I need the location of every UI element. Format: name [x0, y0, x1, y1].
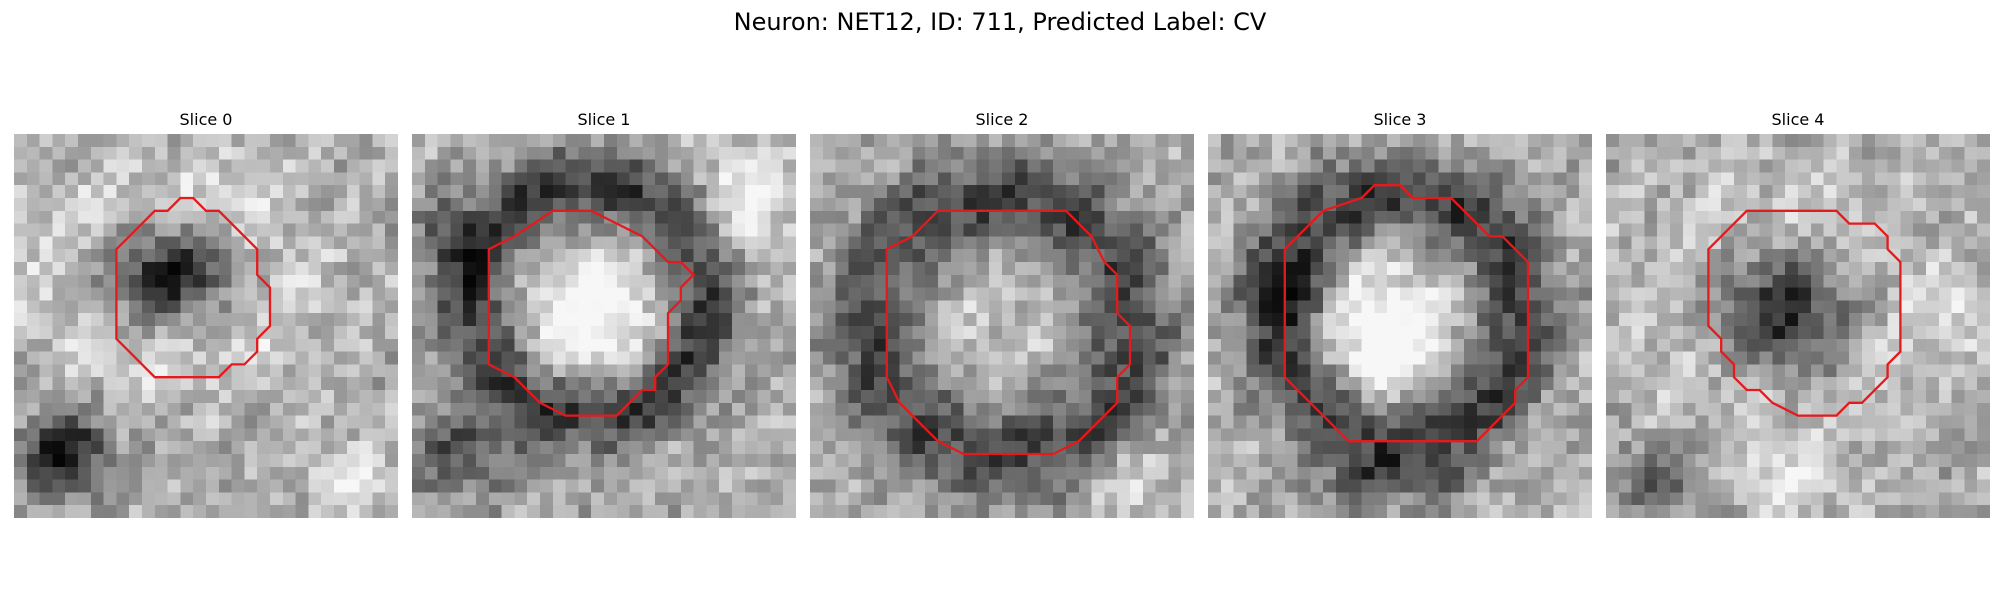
- cell-contour-4: [1707, 209, 1902, 417]
- figure-title: Neuron: NET12, ID: 711, Predicted Label:…: [733, 8, 1267, 36]
- slice-title-3: Slice 3: [1373, 110, 1427, 129]
- slice-image-1: [412, 134, 796, 518]
- slice-image-0: [14, 134, 398, 518]
- slice-panel-2: Slice 2: [810, 106, 1194, 518]
- cell-contour-2: [885, 209, 1132, 456]
- slice-title-1: Slice 1: [577, 110, 631, 129]
- slice-image-4: [1606, 134, 1990, 518]
- slice-title-0: Slice 0: [179, 110, 233, 129]
- cell-contour-3: [1283, 184, 1530, 443]
- slice-image-3: [1208, 134, 1592, 518]
- cell-contour-0: [115, 196, 272, 379]
- slice-panel-4: Slice 4: [1606, 106, 1990, 518]
- slice-panel-3: Slice 3: [1208, 106, 1592, 518]
- slice-panel-1: Slice 1: [412, 106, 796, 518]
- cell-contour-1: [487, 209, 696, 417]
- slice-title-2: Slice 2: [975, 110, 1029, 129]
- slice-image-2: [810, 134, 1194, 518]
- slice-panel-0: Slice 0: [14, 106, 398, 518]
- slice-title-4: Slice 4: [1771, 110, 1825, 129]
